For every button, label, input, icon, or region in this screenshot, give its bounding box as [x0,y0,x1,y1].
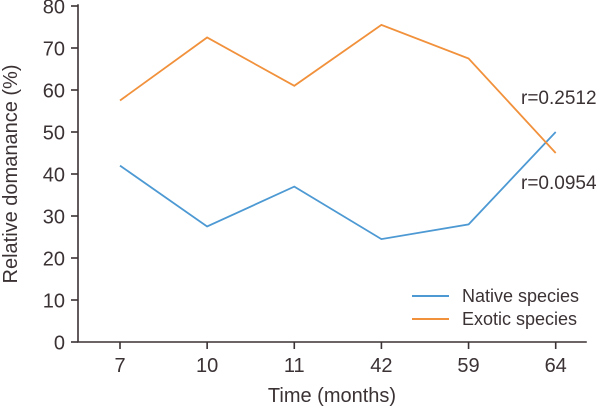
x-tick-label: 7 [114,355,125,377]
legend-label-exotic: Exotic species [462,309,577,329]
y-tick-label: 0 [54,332,65,354]
y-tick-label: 80 [43,0,65,18]
y-tick-label: 60 [43,80,65,102]
annotation-native-r: r=0.0954 [521,173,597,194]
legend: Native species Exotic species [412,286,579,329]
annotation-exotic-r: r=0.2512 [521,88,597,109]
y-axis-title: Relative domanance (%) [0,65,22,284]
y-tick-label: 20 [43,248,65,270]
y-tick-label: 50 [43,122,65,144]
x-tick-label: 42 [370,355,392,377]
legend-label-native: Native species [462,286,579,306]
x-tick-label: 11 [284,355,305,377]
x-tick-label: 59 [457,355,479,377]
x-tick-label: 10 [196,355,218,377]
x-tick-label: 64 [545,355,567,377]
x-axis-title: Time (months) [268,385,396,407]
data-series [119,23,557,241]
series-line-exotic [119,23,557,154]
y-tick-label: 10 [43,290,65,312]
y-tick-label: 30 [43,206,65,228]
axes: 0 10 20 30 40 50 60 70 80 7 10 11 42 59 64 [43,0,587,377]
y-tick-label: 40 [43,164,65,186]
series-line-native [119,131,557,241]
y-tick-label: 70 [43,38,65,60]
